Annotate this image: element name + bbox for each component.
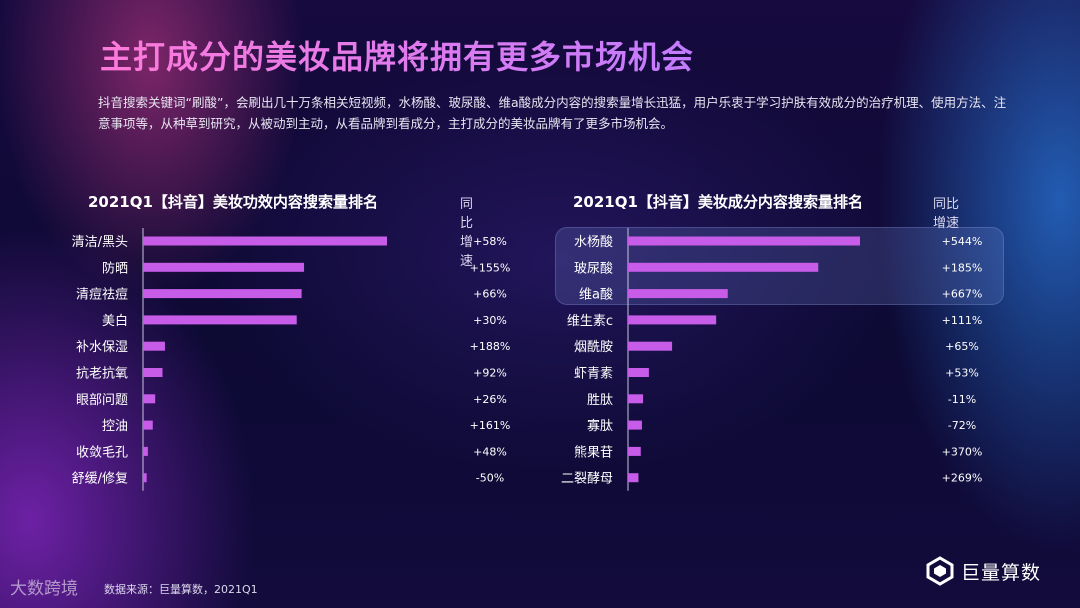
category-label: 虾青素 xyxy=(574,367,613,382)
category-label: 美白 xyxy=(102,313,128,329)
category-label: 二裂酵母 xyxy=(561,472,613,487)
category-label: 收敛毛孔 xyxy=(76,444,128,460)
bar xyxy=(143,236,387,246)
growth-label: +161% xyxy=(470,419,511,432)
growth-header: 同比增速 xyxy=(933,197,960,231)
bar xyxy=(628,341,673,351)
category-label: 舒缓/修复 xyxy=(72,472,128,487)
category-label: 维a酸 xyxy=(579,288,613,303)
ingredient-ranking-chart: 2021Q1【抖音】美妆成分内容搜索量排名 同比增速 水杨酸 +544% 玻尿酸 +1… xyxy=(545,185,1004,495)
bar xyxy=(143,446,148,456)
effect-ranking-chart: 2021Q1【抖音】美妆功效内容搜索量排名 同比增速 清洁/黑头 +58% 防晒 +1… xyxy=(60,185,510,495)
growth-label: +26% xyxy=(473,393,507,406)
growth-label: -11% xyxy=(948,393,976,406)
bar xyxy=(143,368,163,377)
category-label: 寡肽 xyxy=(587,418,613,434)
growth-header: 同比增速 xyxy=(460,197,474,269)
bar xyxy=(628,394,644,404)
category-label: 水杨酸 xyxy=(574,235,613,250)
growth-label: -72% xyxy=(948,419,976,432)
watermark: 大数跨境 xyxy=(10,579,78,599)
description-text: 抖音搜索关键词“刷酸”，会刷出几十万条相关短视频，水杨酸、玻尿酸、维a酸成分内容… xyxy=(98,95,1007,131)
bar xyxy=(143,315,297,325)
bar xyxy=(143,341,165,351)
growth-label: +58% xyxy=(473,235,507,248)
bar xyxy=(628,262,819,272)
ingredient-bar-plot: 水杨酸 +544% 玻尿酸 +185% 维a酸 +667% 维生素c +111% 烟酰胺 +65%… xyxy=(561,228,983,491)
category-label: 补水保湿 xyxy=(76,340,128,355)
category-label: 抗老抗氧 xyxy=(76,367,128,382)
growth-label: +544% xyxy=(942,235,983,248)
growth-label: +65% xyxy=(945,340,979,353)
bar xyxy=(628,289,728,299)
category-label: 清洁/黑头 xyxy=(72,235,128,250)
category-label: 防晒 xyxy=(102,260,128,276)
category-label: 维生素c xyxy=(567,314,613,329)
growth-label: +66% xyxy=(473,288,507,301)
chart-title: 2021Q1【抖音】美妆成分内容搜索量排名 xyxy=(573,193,863,211)
category-label: 眼部问题 xyxy=(76,393,128,408)
growth-label: +92% xyxy=(473,367,507,380)
bar xyxy=(143,262,305,272)
bar xyxy=(628,420,642,430)
bar xyxy=(628,315,717,325)
source-note: 数据来源：巨量算数，2021Q1 xyxy=(104,583,258,596)
growth-label: +155% xyxy=(470,261,511,274)
bar xyxy=(628,473,639,483)
bar xyxy=(143,289,302,299)
growth-label: +185% xyxy=(942,261,983,274)
growth-label: +370% xyxy=(942,445,983,458)
brand-logo-icon xyxy=(926,556,954,586)
growth-label: -50% xyxy=(476,472,504,485)
bar xyxy=(628,368,649,377)
category-label: 控油 xyxy=(102,419,128,434)
brand-logo: 巨量算数 xyxy=(925,556,1041,586)
growth-label: +269% xyxy=(942,472,983,485)
bar xyxy=(143,394,156,404)
effect-bar-plot: 清洁/黑头 +58% 防晒 +155% 清痘祛痘 +66% 美白 +30% 补水保湿 +188% 抗… xyxy=(72,228,511,491)
bar xyxy=(628,446,641,456)
bar xyxy=(143,473,147,483)
category-label: 玻尿酸 xyxy=(574,261,613,276)
category-label: 熊果苷 xyxy=(574,444,613,460)
growth-label: +53% xyxy=(945,367,979,380)
brand-name: 巨量算数 xyxy=(961,561,1042,584)
bar xyxy=(628,236,860,246)
page-title: 主打成分的美妆品牌将拥有更多市场机会 xyxy=(100,32,694,78)
growth-label: +30% xyxy=(473,314,507,327)
chart-title: 2021Q1【抖音】美妆功效内容搜索量排名 xyxy=(88,193,378,211)
bar xyxy=(143,420,153,430)
growth-label: +111% xyxy=(942,314,983,327)
growth-label: +48% xyxy=(473,445,507,458)
growth-label: +188% xyxy=(470,340,511,353)
category-label: 烟酰胺 xyxy=(574,340,613,355)
growth-label: +667% xyxy=(942,288,983,301)
category-label: 清痘祛痘 xyxy=(76,287,128,303)
category-label: 胜肽 xyxy=(587,393,613,408)
